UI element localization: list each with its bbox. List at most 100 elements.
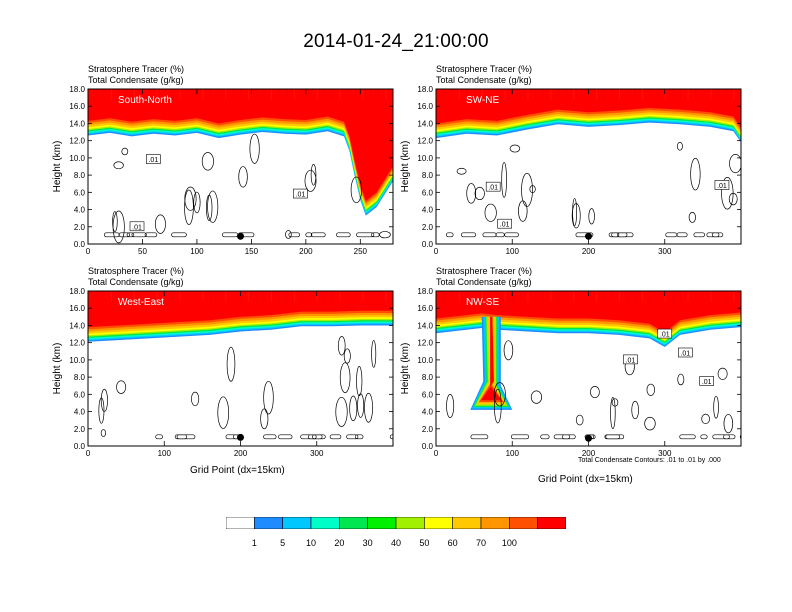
colorbar [226,517,566,529]
x-tick-label: 300 [658,247,672,256]
x-tick-label: 200 [299,247,313,256]
tracer-streak [672,89,674,100]
y-axis-label: Height (km) [52,141,63,193]
tracer-streak [680,89,681,100]
condensate-contour [501,161,507,198]
contour-label-box [714,180,730,190]
condensate-contour [310,232,326,238]
condensate-contour [357,393,365,418]
condensate-contour [112,211,118,232]
tracer-streak [255,291,257,302]
y-tick-label: 12.0 [69,339,85,348]
contour-label: .01 [296,192,306,199]
condensate-contour [100,388,108,412]
tracer-streak [217,89,219,100]
colorbar-box [480,517,510,529]
tracer-streak [451,89,453,100]
tracer-streak [149,89,150,100]
condensate-contour [337,336,346,356]
chart-svg-sw-ne: .01 .01 .01 SW-NE 0.0 2.0 4.0 6.0 8.0 10.0 12.0 14.… [400,85,742,256]
tracer-streak [664,291,666,302]
tracer-streak [210,291,211,302]
tracer-streak [179,291,181,302]
tracer-streak [293,89,295,100]
colorbar-label: 70 [475,538,486,548]
condensate-contour [339,362,351,393]
tracer-streak [550,291,552,302]
y-tick-label: 12.0 [417,137,433,146]
panel-west-east: Stratosphere Tracer (%) Total Condensate… [52,266,398,466]
condensate-contour [389,434,393,440]
tracer-streak [164,89,166,100]
tracer-streak [316,89,318,100]
tracer-streak [263,291,265,302]
tracer-streak [225,89,227,100]
y-tick-label: 10.0 [417,356,433,365]
tracer-streak [573,291,575,302]
tracer-streak [301,89,303,100]
condensate-contour [495,232,505,238]
condensate-contour [184,189,194,225]
condensate-contour [349,395,358,422]
contour-label: .01 [148,157,158,164]
condensate-contour [676,141,683,151]
y-tick-label: 18.0 [69,287,85,296]
condensate-contour [510,434,530,440]
tracer-streak [710,291,712,302]
tracer-band [436,291,741,333]
condensate-contour [364,392,373,423]
tracer-streak [512,291,514,302]
tracer-streak [664,89,666,100]
colorbar-box [282,517,312,529]
x-tick-label: 200 [234,449,248,458]
condensate-contour [460,232,477,238]
tracer-streak [718,291,720,302]
tracer-streak [187,291,189,302]
y-axis-label: Height (km) [400,141,411,193]
subtitle-stratosphere-tracer: Stratosphere Tracer (%) [436,266,533,276]
tracer-streak [332,291,333,302]
x-tick-label: 200 [582,247,596,256]
condensate-contour [729,154,741,174]
contour-label: .01 [717,183,727,190]
contour-label-box [678,347,693,358]
condensate-contour [346,434,359,440]
tracer-streak [565,89,567,100]
condensate-contour [126,232,135,238]
y-tick-label: 8.0 [422,171,434,180]
tracer-streak [542,89,544,100]
field-layer: .01 .01 .01 [436,89,741,244]
y-tick-label: 14.0 [69,321,85,330]
y-tick-label: 14.0 [69,119,85,128]
tracer-streak [232,291,234,302]
y-tick-label: 12.0 [417,339,433,348]
subtitle-total-condensate: Total Condensate (g/kg) [88,75,184,85]
tracer-streak [466,89,468,100]
location-marker [237,232,244,240]
tracer-streak [217,291,219,302]
field-layer: .01 .01 .01 .01 [436,291,741,446]
y-tick-label: 0.0 [422,442,434,451]
tracer-streak [641,291,643,302]
colorbar-label: 60 [447,538,458,548]
tracer-streak [558,291,559,302]
subtitle-total-condensate: Total Condensate (g/kg) [436,75,532,85]
condensate-contour [712,434,730,440]
tracer-streak [309,291,311,302]
tracer-streak [309,89,311,100]
condensate-contour [509,144,521,153]
tracer-streak [324,291,326,302]
tracer-streak [695,89,697,100]
tracer-streak [255,89,257,100]
y-tick-label: 4.0 [74,408,86,417]
tracer-streak [725,291,727,302]
condensate-contour [263,434,277,440]
condensate-contour [201,152,214,171]
contour-label-box [129,221,145,232]
tracer-streak [95,89,97,100]
tracer-streak [370,291,372,302]
condensate-contour [693,232,705,238]
y-tick-label: 6.0 [74,390,86,399]
tracer-streak [225,291,227,302]
condensate-contour [456,167,467,175]
